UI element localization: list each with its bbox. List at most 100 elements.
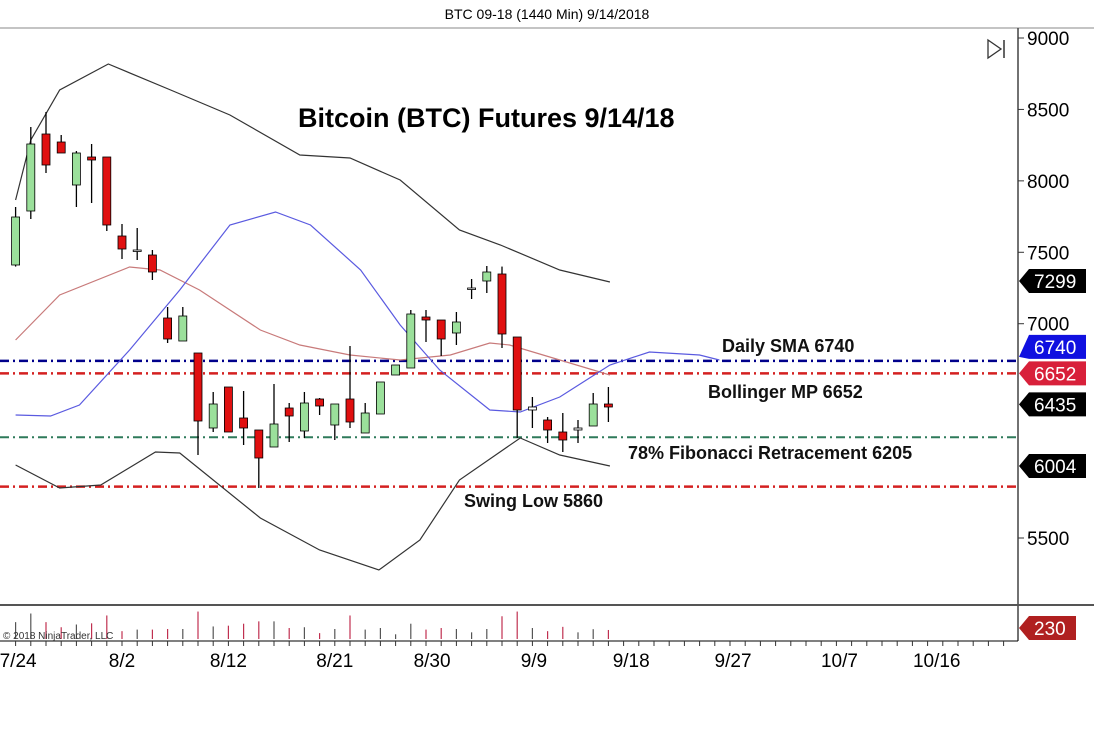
candle <box>421 309 431 342</box>
candle-body <box>558 431 568 441</box>
price-marker-6740-shape <box>1019 334 1086 359</box>
candle <box>56 134 66 154</box>
middle-bollinger-band <box>15 266 611 376</box>
candle <box>163 306 173 343</box>
candle-body <box>208 403 218 429</box>
candle <box>512 336 522 438</box>
candle <box>391 364 401 376</box>
price-marker-6004: 6004 <box>1019 453 1086 478</box>
candle <box>543 416 552 443</box>
price-marker-6652-label: 6652 <box>1034 364 1076 385</box>
candle <box>72 150 81 207</box>
candle <box>41 111 51 173</box>
candle-body <box>26 143 36 212</box>
candle <box>87 143 96 203</box>
candle <box>315 397 325 415</box>
window-title: BTC 09-18 (1440 Min) 9/14/2018 <box>445 6 650 22</box>
candle <box>117 223 127 259</box>
indicator-lines <box>0 63 1018 571</box>
candle <box>436 319 446 356</box>
candle-body <box>528 406 537 411</box>
volume-marker-shape <box>1019 616 1076 640</box>
candle <box>604 386 613 422</box>
x-tick-label: 9/18 <box>613 651 650 672</box>
copyright: © 2018 NinjaTrader, LLC <box>3 631 113 642</box>
price-marker-6004-shape <box>1019 453 1086 478</box>
candle-body <box>41 133 51 166</box>
candle-body <box>360 412 370 434</box>
candle <box>208 391 218 432</box>
volume-marker: 230 <box>1019 616 1076 640</box>
price-marker-6740-label: 6740 <box>1034 338 1076 359</box>
candles <box>11 111 613 488</box>
candle <box>132 227 142 260</box>
candle-body <box>11 216 21 266</box>
price-markers: 7299 6740 6652 6435 6004 230 <box>1019 268 1086 640</box>
x-tick-label: 8/2 <box>109 651 135 672</box>
price-axis: 9000 8500 8000 7500 7000 5500 <box>1018 29 1069 550</box>
candle <box>375 381 385 415</box>
x-tick-label: 10/7 <box>821 651 858 672</box>
candle <box>193 352 203 455</box>
x-tick-label: 8/21 <box>316 651 353 672</box>
candle <box>588 392 598 427</box>
candle-body <box>391 364 401 376</box>
candle-body <box>132 249 142 252</box>
price-marker-6435-label: 6435 <box>1034 395 1076 416</box>
candle-body <box>163 317 173 340</box>
price-marker-6740: 6740 <box>1019 334 1086 359</box>
candle <box>26 126 36 219</box>
candle-body <box>284 407 294 417</box>
price-marker-6435-shape <box>1019 392 1086 417</box>
candle-body <box>223 386 233 433</box>
candle-body <box>269 423 279 448</box>
candle-body <box>72 152 81 186</box>
candle-body <box>330 403 340 426</box>
candle-body <box>375 381 385 415</box>
price-marker-6652: 6652 <box>1019 361 1086 386</box>
candle <box>239 390 249 445</box>
annotation-sma: Daily SMA 6740 <box>722 336 854 356</box>
volume-marker-label: 230 <box>1034 619 1066 640</box>
price-marker-6004-label: 6004 <box>1034 457 1077 478</box>
price-marker-6435: 6435 <box>1019 392 1086 417</box>
skip-to-end-icon[interactable] <box>987 38 1005 60</box>
candle <box>497 266 507 348</box>
candle-body <box>436 319 446 340</box>
candle-body <box>604 403 613 408</box>
candle-body <box>87 156 96 161</box>
candle-body <box>193 352 203 422</box>
candle-body <box>117 235 127 250</box>
candle <box>178 306 188 342</box>
lower-bollinger-band <box>15 437 611 571</box>
candle-body <box>497 273 507 335</box>
y-tick-label: 5500 <box>1027 529 1069 550</box>
candle-body <box>573 427 583 431</box>
candle-body <box>102 156 112 226</box>
candle <box>254 429 264 488</box>
candle <box>558 412 568 452</box>
y-tick-label: 8000 <box>1027 172 1069 193</box>
price-marker-6652-shape <box>1019 361 1086 386</box>
candle-body <box>406 313 416 369</box>
x-tick-label: 9/9 <box>521 651 547 672</box>
candle <box>11 206 21 267</box>
candle-body <box>299 402 309 432</box>
candle-body <box>315 398 325 407</box>
candle-body <box>512 336 522 411</box>
candle <box>269 383 279 448</box>
candle-body <box>467 287 477 290</box>
candle <box>451 311 461 345</box>
upper-bollinger-band <box>15 63 611 283</box>
volume-bars <box>15 611 610 639</box>
candle <box>406 309 416 369</box>
candle-body <box>239 417 249 429</box>
chart-title: Bitcoin (BTC) Futures 9/14/18 <box>298 103 675 133</box>
candle <box>299 391 309 438</box>
x-tick-label: 8/12 <box>210 651 247 672</box>
price-marker-7299-label: 7299 <box>1034 272 1076 293</box>
annotation-bollinger: Bollinger MP 6652 <box>708 382 863 402</box>
x-tick-label: 8/30 <box>414 651 451 672</box>
candle-body <box>345 398 355 423</box>
time-axis: 7/24 8/2 8/12 8/21 8/30 9/9 9/18 9/27 10/7 10/16 <box>0 641 1005 672</box>
